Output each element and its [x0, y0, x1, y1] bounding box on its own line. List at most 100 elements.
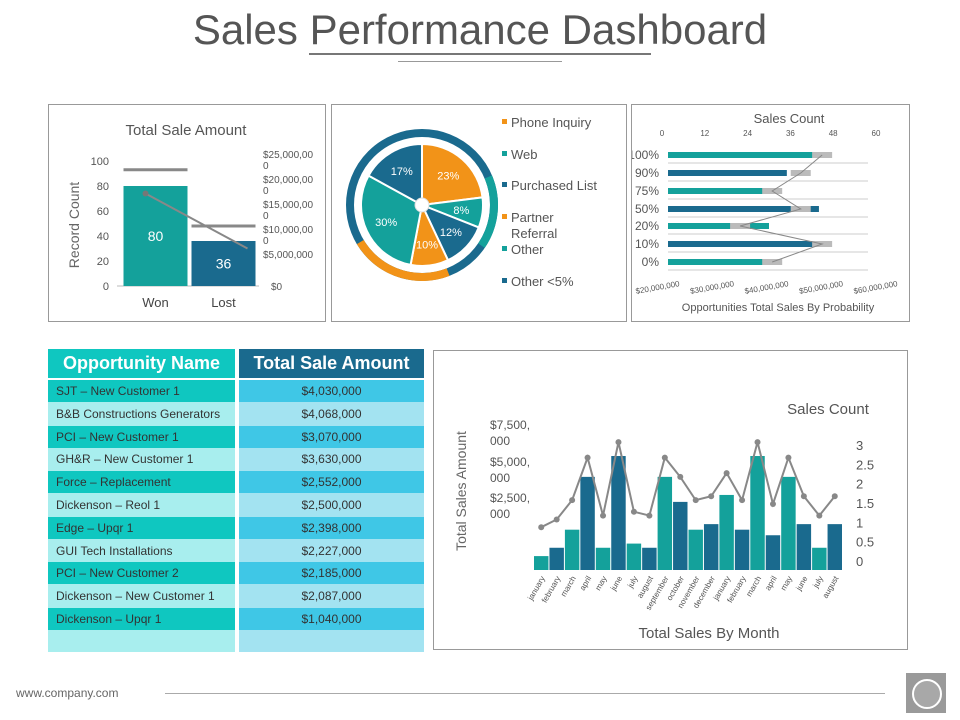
x-tick-label: august: [821, 574, 841, 600]
overlay-line-point: [142, 190, 149, 197]
line-point: [661, 454, 668, 461]
y-tick-label: 20%: [635, 219, 659, 233]
table-cell-amount: $2,398,000: [239, 516, 424, 539]
x-tick-label: july: [625, 575, 639, 591]
secondary-tick-label: $10,000,00 0: [263, 225, 313, 247]
legend-swatch: [502, 182, 507, 187]
total-sale-amount-chart: Total Sale Amount Record Count 100 80 60 40 20…: [66, 122, 313, 310]
lead-source-panel: 23% 8% 12% 10% 30% 17% Phone Inquiry Web Purchas…: [331, 104, 627, 322]
table-cell-amount: $2,087,000: [239, 585, 424, 608]
table-cell-amount: $2,227,000: [239, 539, 424, 562]
line-point: [569, 497, 576, 504]
pie-slice-label: 30%: [375, 217, 397, 229]
left-axis-tick: $7,500, 000: [490, 418, 530, 448]
bar: [580, 476, 595, 570]
circle-icon: [912, 679, 942, 709]
right-axis-tick: 0: [856, 554, 863, 569]
y-tick-label: 40: [97, 231, 109, 243]
top-axis-tick: 60: [872, 129, 881, 138]
pie-slice-label: 12%: [440, 227, 462, 239]
y-tick-label: 10%: [635, 237, 659, 251]
bottom-axis-tick: $20,000,000: [635, 279, 681, 296]
y-tick-label: 100: [91, 156, 109, 168]
line-point: [831, 493, 838, 500]
table-cell-name: B&B Constructions Generators: [48, 402, 235, 425]
chart-title: Sales Count: [787, 401, 870, 418]
pie-slice-label: 10%: [416, 239, 438, 251]
x-tick-label: july: [811, 575, 825, 591]
table-cell-name: PCI – New Customer 2: [48, 562, 235, 585]
chart-title: Total Sale Amount: [126, 122, 248, 139]
bar: [123, 186, 188, 286]
table-cell-name: Force – Replacement: [48, 471, 235, 494]
footer-url[interactable]: www.company.com: [16, 686, 119, 700]
bar: [668, 259, 780, 265]
x-tick-label: march: [744, 575, 763, 599]
x-axis-label: Total Sales By Month: [639, 625, 780, 642]
right-axis-tick: 1.5: [856, 496, 874, 511]
right-axis-tick: 2: [856, 477, 863, 492]
x-tick-label: may: [593, 575, 608, 593]
bottom-axis-tick: $30,000,000: [689, 279, 735, 296]
y-tick-label: 20: [97, 256, 109, 268]
bar: [668, 241, 816, 247]
line-point: [677, 473, 684, 480]
total-sale-amount-panel: Total Sale Amount Record Count 100 80 60 40 20…: [48, 104, 326, 322]
line-point: [754, 439, 761, 446]
pie-slice: [421, 142, 484, 207]
table-cell-amount: $3,630,000: [239, 448, 424, 471]
bar: [668, 223, 769, 229]
line-point: [630, 508, 637, 515]
right-axis-tick: 0.5: [856, 535, 874, 550]
left-axis-tick: $5,000, 000: [490, 455, 530, 485]
table-header-name: Opportunity Name: [48, 349, 235, 378]
outer-ring-segment: [356, 239, 450, 281]
x-tick-label: may: [779, 575, 794, 593]
table-cell-amount: $4,068,000: [239, 402, 424, 425]
table-cell-name: Dickenson – New Customer 1: [48, 585, 235, 608]
table-cell-amount: $4,030,000: [239, 380, 424, 402]
line-point: [785, 454, 792, 461]
bar: [642, 547, 657, 570]
bar-data-label: 80: [148, 228, 164, 244]
table-cell-amount: $1,040,000: [239, 608, 424, 630]
line-point: [615, 439, 622, 446]
bottom-axis-tick: $60,000,000: [853, 279, 899, 296]
legend-swatch: [502, 151, 507, 156]
bar: [534, 556, 549, 570]
sales-by-month-chart: Sales Count Total Sales Amount $7,500, 000 $…: [453, 401, 874, 642]
top-axis-tick: 24: [743, 129, 752, 138]
legend-label: Partner Referral: [511, 210, 557, 241]
bar: [734, 529, 750, 570]
y-tick-label: 0%: [642, 255, 660, 269]
line-point: [708, 493, 715, 500]
legend-swatch: [502, 119, 507, 124]
line-point: [723, 470, 730, 477]
pie-slice-label: 23%: [437, 170, 459, 182]
x-tick-label: june: [608, 574, 624, 593]
x-tick-label: Lost: [211, 295, 236, 310]
bar: [703, 524, 719, 570]
y-tick-label: 90%: [635, 166, 659, 180]
table-cell-name: GUI Tech Installations: [48, 539, 235, 562]
line-point: [692, 497, 699, 504]
bar: [796, 524, 812, 570]
secondary-tick-label: $5,000,000: [263, 250, 313, 261]
bar: [611, 456, 626, 570]
bar: [668, 206, 819, 212]
line-point: [600, 512, 607, 519]
x-tick-label: june: [794, 574, 810, 593]
bar: [827, 524, 842, 570]
right-axis-tick: 1: [856, 515, 863, 530]
x-tick-label: april: [763, 574, 778, 592]
table-cell-name: Edge – Upqr 1: [48, 516, 235, 539]
legend-label: Other: [511, 242, 544, 257]
x-tick-label: march: [559, 575, 578, 599]
table-cell-name: SJT – New Customer 1: [48, 380, 235, 402]
sales-count-line: [540, 441, 836, 529]
secondary-tick-label: $0: [271, 282, 283, 293]
pie-slice-label: 17%: [391, 166, 413, 178]
opportunity-table: Opportunity Name Total Sale Amount SJT –…: [48, 349, 424, 652]
legend-swatch: [502, 214, 507, 219]
line-point: [816, 512, 823, 519]
